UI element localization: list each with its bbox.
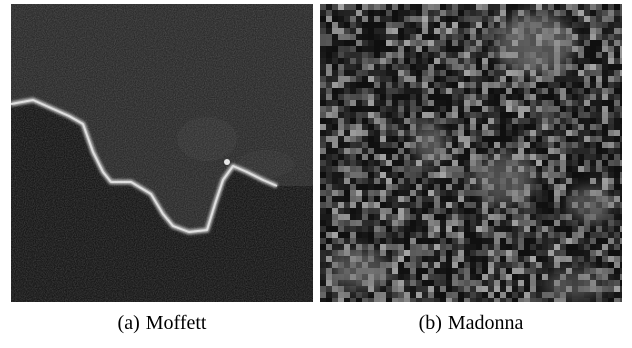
caption-madonna-tag: (b): [418, 312, 442, 334]
moffett-image-svg: [11, 4, 313, 302]
caption-madonna-name: Madonna: [447, 312, 524, 334]
moffett-image: [11, 4, 313, 302]
caption-moffett-name: Moffett: [145, 312, 207, 334]
caption-moffett: (a) Moffett: [11, 312, 313, 335]
caption-moffett-tag: (a): [117, 312, 140, 334]
caption-madonna: (b) Madonna: [320, 312, 622, 335]
madonna-image-svg: [320, 4, 622, 302]
madonna-image: [320, 4, 622, 302]
panel-moffett: [11, 4, 313, 302]
panel-madonna: [320, 4, 622, 302]
